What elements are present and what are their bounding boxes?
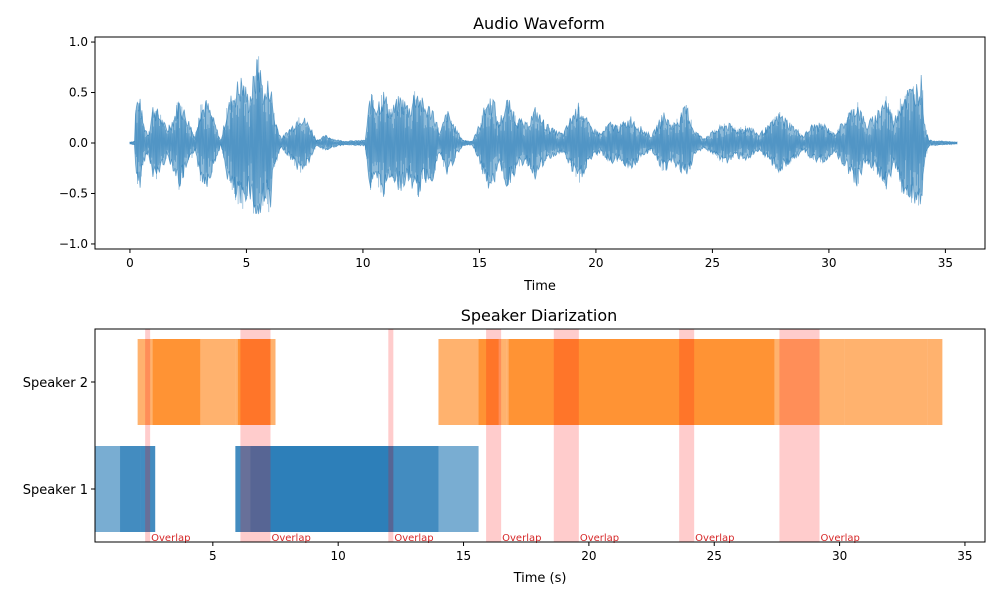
waveform-y-tick-label: 0.5 (69, 86, 88, 100)
diarization-x-tick-label: 30 (832, 549, 847, 563)
diarization-x-tick-label: 10 (331, 549, 346, 563)
diarization-x-tick-label: 5 (209, 549, 217, 563)
overlap-label: Overlap (695, 533, 734, 544)
segment-speaker-1 (250, 446, 394, 532)
waveform-x-tick-label: 25 (705, 256, 720, 270)
diarization-y-tick-label: Speaker 1 (23, 483, 88, 498)
diarization-plot: Speaker Diarization Overlap Overlap Overla… (23, 306, 986, 586)
waveform-x-tick-label: 5 (243, 256, 251, 270)
waveform-x-tick-label: 15 (472, 256, 487, 270)
waveform-x-tick-label: 30 (821, 256, 836, 270)
segment-speaker-2 (478, 339, 499, 425)
waveform-x-tick-label: 0 (126, 256, 134, 270)
overlap-region (779, 329, 820, 542)
segment-speaker-2 (200, 339, 236, 425)
diarization-title: Speaker Diarization (461, 306, 618, 325)
segment-speaker-2 (844, 339, 928, 425)
segment-speaker-1 (140, 446, 156, 532)
waveform-x-tick-label: 35 (938, 256, 953, 270)
waveform-plot: Audio Waveform 0 5 10 15 20 25 30 35 1.0 0.5 0.0 −… (59, 14, 986, 294)
diarization-x-axis-label: Time (s) (513, 571, 567, 586)
waveform-y-ticks: 1.0 0.5 0.0 −0.5 −1.0 (59, 35, 95, 251)
waveform-title: Audio Waveform (473, 14, 605, 33)
overlap-label: Overlap (821, 533, 860, 544)
overlap-region (388, 329, 394, 542)
diarization-x-tick-label: 20 (581, 549, 596, 563)
waveform-x-ticks: 0 5 10 15 20 25 30 35 (126, 249, 953, 270)
waveform-line (129, 56, 958, 214)
overlap-region (486, 329, 502, 542)
overlap-label: Overlap (394, 533, 433, 544)
overlap-region (240, 329, 271, 542)
waveform-marks (129, 56, 958, 215)
waveform-y-tick-label: 0.0 (69, 136, 88, 150)
overlap-label: Overlap (151, 533, 190, 544)
diarization-y-ticks: Speaker 1 Speaker 2 (23, 376, 95, 498)
segment-speaker-1 (438, 446, 479, 532)
diarization-axes-frame (94, 328, 986, 543)
waveform-y-tick-label: 1.0 (69, 35, 88, 49)
waveform-x-tick-label: 10 (355, 256, 370, 270)
overlap-label: Overlap (580, 533, 619, 544)
segment-speaker-2 (237, 339, 271, 425)
segment-speaker-2 (774, 339, 845, 425)
waveform-x-axis-label: Time (523, 279, 556, 294)
diarization-marks: Overlap Overlap Overlap Overlap Overlap Overl… (95, 329, 943, 544)
overlap-region (553, 329, 579, 542)
waveform-y-tick-label: −0.5 (59, 186, 88, 200)
overlap-label: Overlap (271, 533, 310, 544)
overlap-label: Overlap (502, 533, 541, 544)
overlap-region (145, 329, 151, 542)
segment-speaker-2 (508, 339, 775, 425)
diarization-x-tick-label: 25 (707, 549, 722, 563)
waveform-x-tick-label: 20 (588, 256, 603, 270)
segment-speaker-2 (927, 339, 943, 425)
waveform-y-tick-label: −1.0 (59, 237, 88, 251)
diarization-x-ticks: 5 10 15 20 25 30 35 (209, 542, 973, 563)
diarization-x-tick-label: 35 (957, 549, 972, 563)
overlap-region (679, 329, 695, 542)
diarization-y-tick-label: Speaker 2 (23, 376, 88, 391)
diarization-x-tick-label: 15 (456, 549, 471, 563)
segment-speaker-2 (152, 339, 201, 425)
